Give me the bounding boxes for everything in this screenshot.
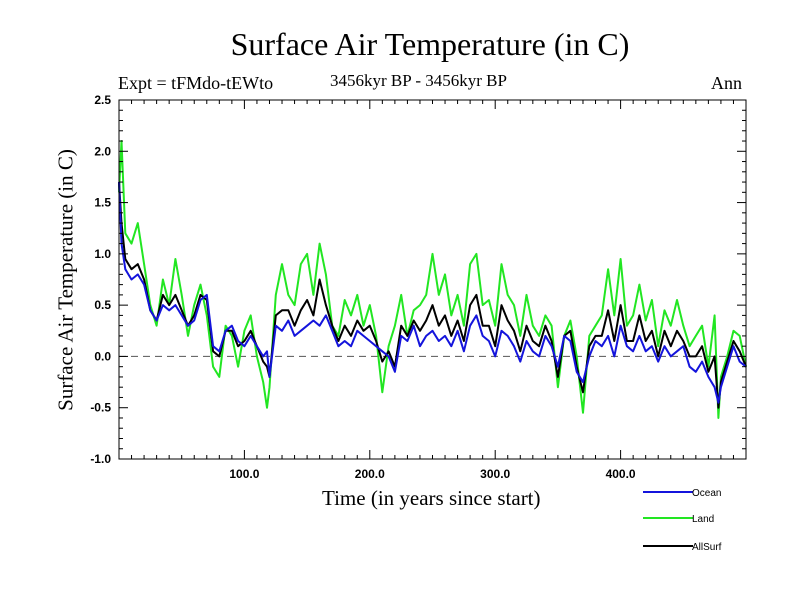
series-line-land (118, 140, 747, 419)
series-line-allsurf (118, 182, 747, 409)
y-tick-label: 2.5 (94, 93, 111, 107)
experiment-label: Expt = tFMdo-tEWto (118, 73, 274, 93)
y-tick-label: 1.5 (94, 196, 111, 210)
x-tick-label: 200.0 (355, 467, 385, 481)
x-tick-label: 100.0 (229, 467, 259, 481)
x-tick-label: 300.0 (480, 467, 510, 481)
y-tick-label: -1.0 (90, 452, 111, 466)
season-label: Ann (711, 73, 742, 93)
y-tick-label: 2.0 (94, 144, 111, 158)
x-tick-label: 400.0 (606, 467, 636, 481)
chart-title: Surface Air Temperature (in C) (230, 26, 630, 62)
legend-label-allsurf: AllSurf (692, 542, 722, 553)
series-line-ocean (118, 182, 747, 404)
legend-label-ocean: Ocean (692, 488, 721, 499)
legend-label-land: Land (692, 514, 714, 525)
plot-frame (118, 99, 747, 460)
x-axis-label: Time (in years since start) (322, 486, 541, 510)
y-tick-label: 0.5 (94, 298, 111, 312)
y-tick-label: -0.5 (90, 401, 111, 415)
y-tick-label: 0.0 (94, 349, 111, 363)
chart-subtitle: 3456kyr BP - 3456kyr BP (330, 71, 507, 90)
y-tick-label: 1.0 (94, 247, 111, 261)
